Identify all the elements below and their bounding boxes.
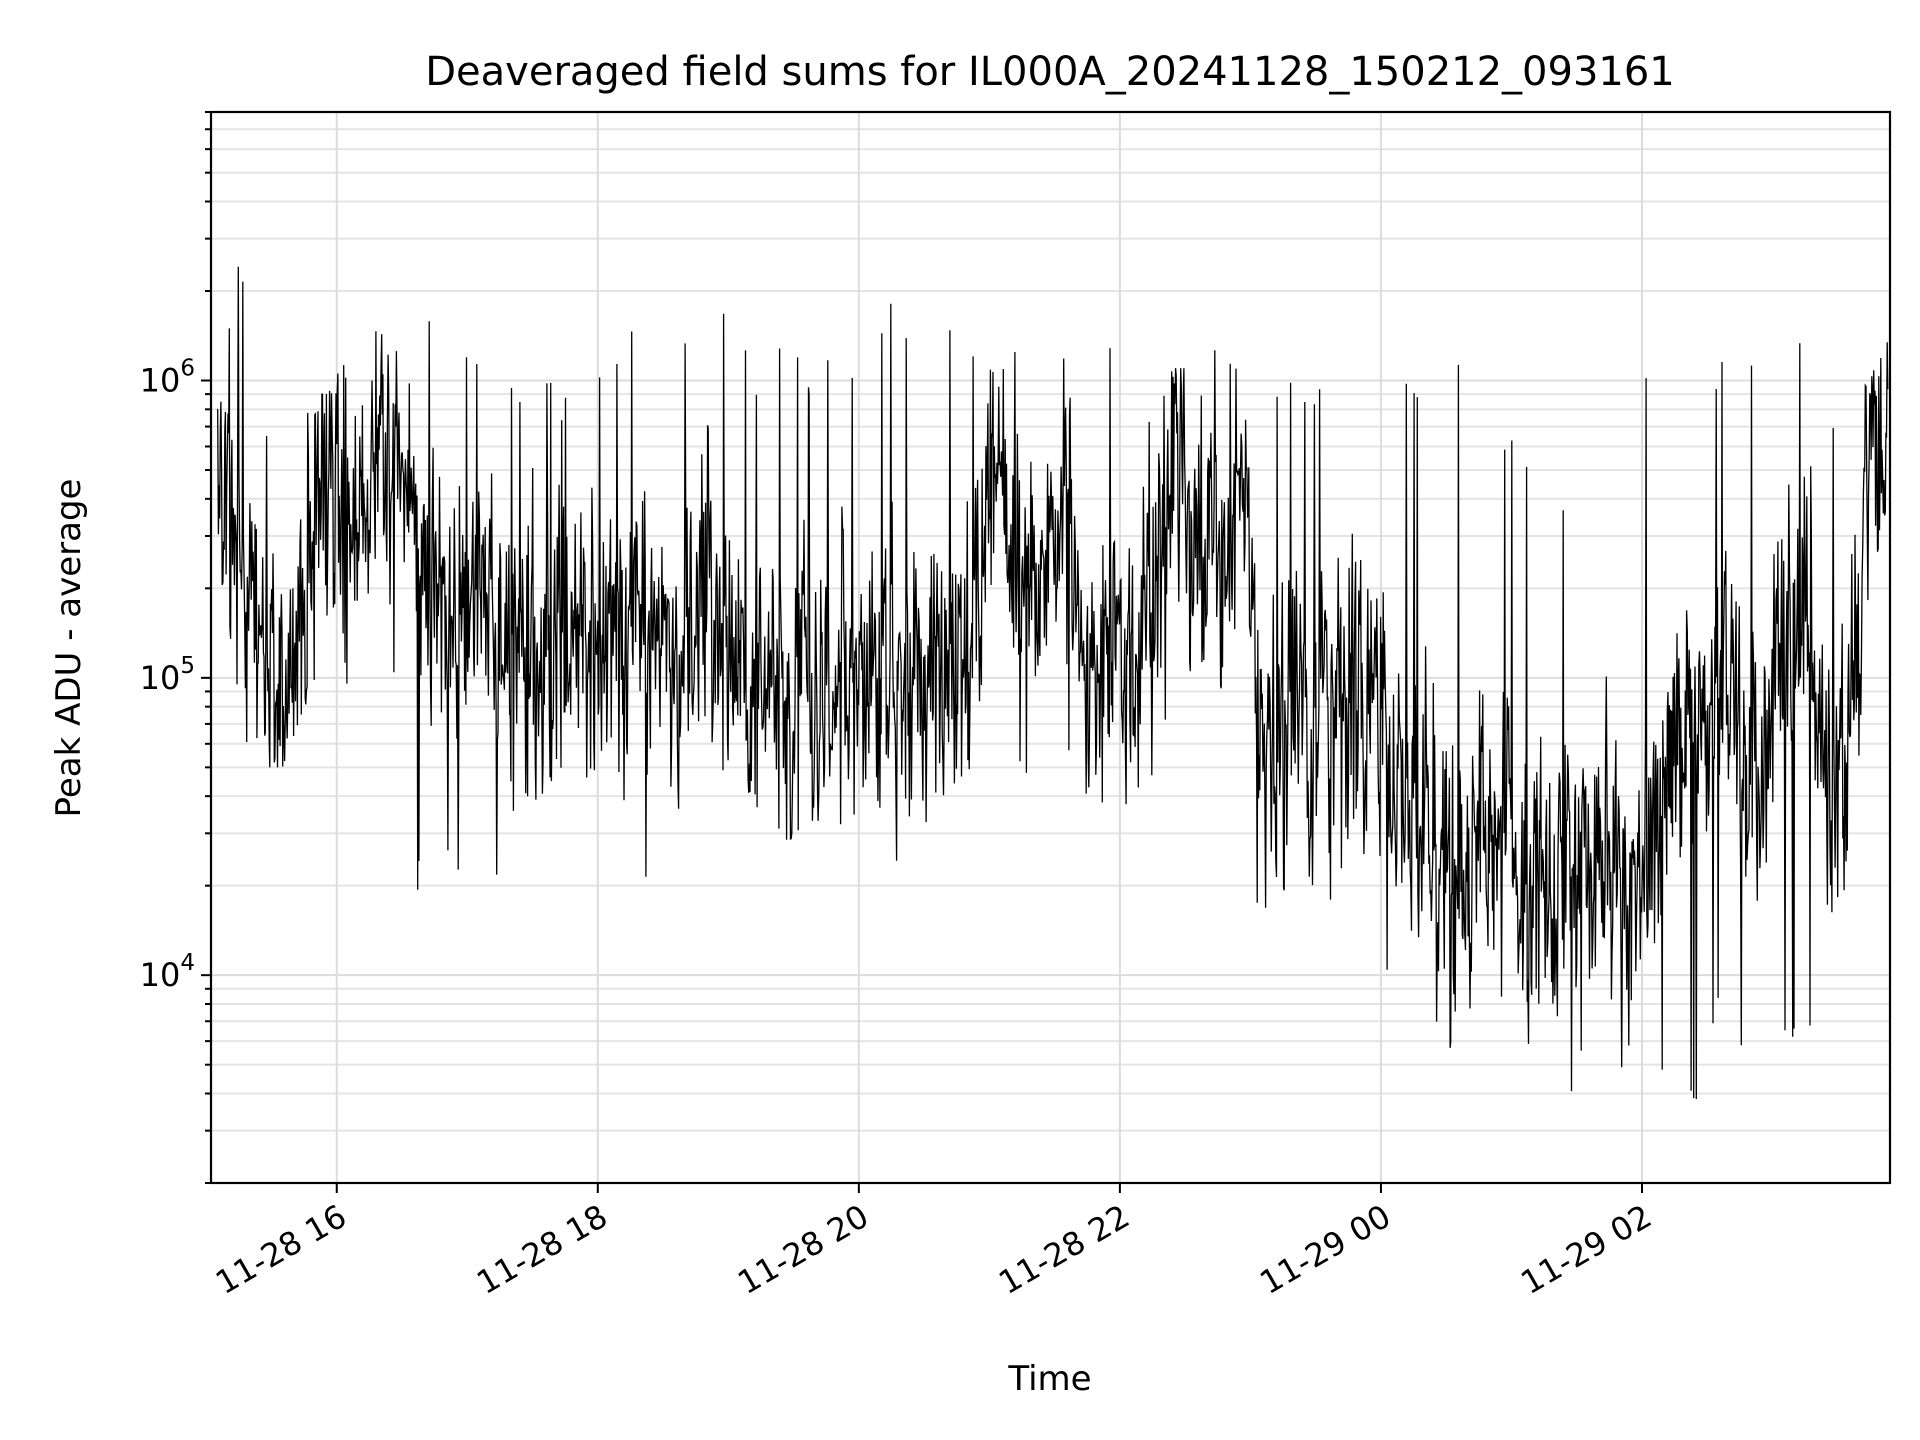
y-tick-exponent: 6	[180, 356, 195, 382]
y-tick-base: 10	[140, 956, 181, 994]
y-tick-base: 10	[140, 362, 181, 400]
series-line	[216, 266, 1889, 1100]
y-tick-exponent: 5	[180, 653, 195, 679]
y-tick-label: 106	[140, 356, 195, 400]
y-tick-base: 10	[140, 659, 181, 697]
y-tick-label: 105	[140, 653, 195, 697]
grid-layer	[211, 111, 1890, 1184]
x-axis-label: Time	[1007, 1359, 1091, 1399]
data-layer	[216, 266, 1889, 1100]
y-axis-label: Peak ADU - average	[49, 479, 89, 818]
plot-frame	[209, 110, 1892, 1185]
chart-title: Deaveraged field sums for IL000A_2024112…	[425, 49, 1675, 95]
y-tick-label: 104	[140, 950, 195, 994]
y-tick-exponent: 4	[180, 950, 195, 976]
